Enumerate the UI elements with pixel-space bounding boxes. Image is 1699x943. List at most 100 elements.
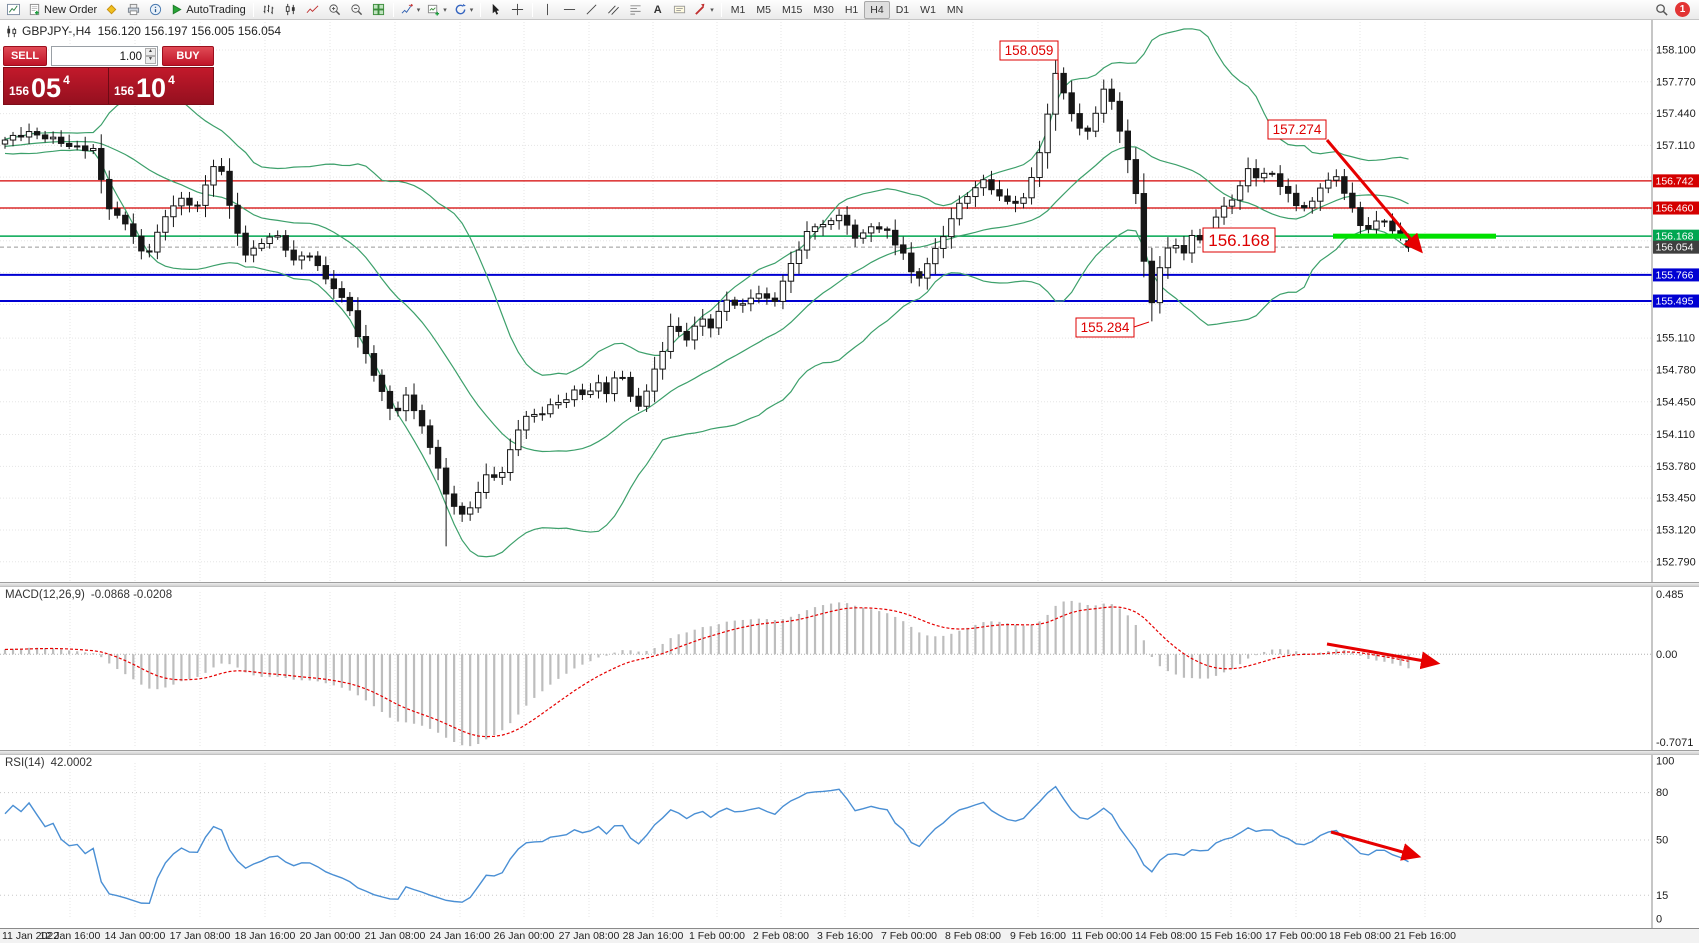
info-button[interactable] bbox=[145, 1, 166, 19]
price-callout[interactable] bbox=[999, 40, 1059, 61]
autotrading-button[interactable]: AutoTrading bbox=[167, 1, 249, 19]
time-axis-label: 21 Feb 16:00 bbox=[1394, 930, 1456, 942]
trend-arrow-object[interactable] bbox=[1325, 139, 1423, 254]
macd-axis-label: -0.7071 bbox=[1656, 737, 1693, 749]
candle bbox=[1156, 267, 1164, 304]
new-order-icon bbox=[28, 3, 41, 16]
label-tool-button[interactable] bbox=[669, 1, 690, 19]
timeframe-button-h4[interactable]: H4 bbox=[864, 0, 890, 19]
candle bbox=[1276, 173, 1284, 187]
price-axis-label: 157.770 bbox=[1656, 76, 1696, 88]
new-chart-button[interactable]: ▾ bbox=[424, 1, 450, 19]
candle bbox=[603, 382, 610, 395]
timeframe-button-m30[interactable]: M30 bbox=[813, 3, 834, 16]
candle bbox=[106, 178, 113, 210]
candle bbox=[1012, 200, 1019, 204]
horizontal-line-button[interactable] bbox=[559, 1, 580, 19]
candle bbox=[635, 395, 642, 407]
price-axis[interactable] bbox=[1653, 20, 1699, 928]
macd-panel[interactable] bbox=[0, 587, 1652, 750]
market-button[interactable] bbox=[101, 1, 122, 19]
bollinger-upper-band bbox=[4, 28, 1409, 376]
sell-price-display[interactable]: 156 05 4 bbox=[4, 68, 108, 104]
candle bbox=[9, 134, 17, 141]
candle bbox=[627, 376, 634, 397]
candle bbox=[723, 299, 730, 312]
price-callout[interactable] bbox=[1075, 317, 1135, 338]
arrows-tool-button[interactable]: ▾ bbox=[691, 1, 717, 19]
chart-background bbox=[0, 20, 1699, 943]
fibonacci-button[interactable] bbox=[625, 1, 646, 19]
bar-chart-button[interactable] bbox=[258, 1, 279, 19]
buy-button[interactable]: BUY bbox=[162, 46, 214, 66]
price-axis-label: 158.100 bbox=[1656, 44, 1696, 56]
candle bbox=[1341, 176, 1348, 194]
candle bbox=[394, 407, 402, 412]
volume-increase-button[interactable]: ▲ bbox=[145, 48, 156, 56]
timeframe-button-h1[interactable]: H1 bbox=[844, 3, 859, 16]
candlestick-chart-button[interactable] bbox=[280, 1, 301, 19]
vertical-line-button[interactable] bbox=[537, 1, 558, 19]
timeframe-button-m1[interactable]: M1 bbox=[730, 3, 746, 16]
profiles-button[interactable]: ▾ bbox=[451, 1, 477, 19]
volume-decrease-button[interactable]: ▼ bbox=[145, 56, 156, 64]
timeframe-button-m5[interactable]: M5 bbox=[756, 3, 771, 16]
timeframe-button-m15[interactable]: M15 bbox=[781, 3, 803, 16]
notification-badge[interactable]: 1 bbox=[1675, 2, 1690, 17]
cursor-button[interactable] bbox=[485, 1, 506, 19]
new-order-button[interactable]: New Order bbox=[25, 1, 100, 19]
trend-arrow-object[interactable] bbox=[1326, 642, 1441, 670]
price-tag-label: 156.054 bbox=[1656, 242, 1694, 254]
candle bbox=[1108, 88, 1115, 102]
trend-arrow-object[interactable] bbox=[1330, 830, 1422, 861]
autotrading-label: AutoTrading bbox=[186, 3, 246, 16]
line-chart-button[interactable] bbox=[302, 1, 323, 19]
candle bbox=[900, 244, 907, 254]
buy-price-prefix: 156 bbox=[114, 84, 135, 98]
candle bbox=[1365, 225, 1372, 230]
zoom-out-icon bbox=[350, 3, 363, 16]
candle bbox=[17, 134, 25, 138]
trendline-button[interactable] bbox=[581, 1, 602, 19]
indicators-button[interactable]: ▾ bbox=[398, 1, 424, 19]
tile-windows-button[interactable] bbox=[368, 1, 389, 19]
price-callout[interactable] bbox=[1267, 119, 1327, 140]
price-callout[interactable] bbox=[1202, 227, 1276, 253]
highlight-line-object[interactable] bbox=[1333, 233, 1496, 239]
timeframe-button-mn[interactable]: MN bbox=[946, 3, 964, 16]
rsi-panel[interactable] bbox=[0, 755, 1652, 928]
candle bbox=[218, 166, 225, 172]
crosshair-button[interactable] bbox=[507, 1, 528, 19]
candle bbox=[867, 226, 875, 234]
time-axis-label: 27 Jan 08:00 bbox=[558, 930, 620, 942]
time-axis-label: 24 Jan 16:00 bbox=[429, 930, 491, 942]
candle bbox=[130, 223, 137, 237]
chart-window-icon bbox=[7, 3, 20, 16]
channel-button[interactable] bbox=[603, 1, 624, 19]
candle bbox=[466, 507, 474, 515]
price-tag bbox=[1653, 201, 1699, 215]
candle bbox=[1325, 179, 1332, 189]
panel-splitter[interactable] bbox=[0, 582, 1699, 587]
chart-window-button[interactable] bbox=[3, 1, 24, 19]
candle bbox=[170, 205, 177, 218]
buy-price-display[interactable]: 156 10 4 bbox=[108, 68, 213, 104]
candle bbox=[539, 413, 546, 416]
timeframe-button-d1[interactable]: D1 bbox=[895, 3, 910, 16]
price-axis-label: 154.110 bbox=[1656, 429, 1695, 441]
sell-button[interactable]: SELL bbox=[3, 46, 47, 66]
text-tool-button[interactable]: A bbox=[647, 1, 668, 19]
candle bbox=[1164, 247, 1172, 269]
zoom-out-button[interactable] bbox=[346, 1, 367, 19]
search-button[interactable] bbox=[1651, 1, 1672, 19]
panel-splitter[interactable] bbox=[0, 750, 1699, 755]
time-axis[interactable]: 11 Jan 2022 12 Jan 16:00 14 Jan 00:00 17 Ja… bbox=[0, 928, 1699, 943]
price-tag bbox=[1653, 240, 1699, 254]
volume-input[interactable] bbox=[52, 48, 157, 66]
zoom-in-button[interactable] bbox=[324, 1, 345, 19]
timeframe-button-w1[interactable]: W1 bbox=[920, 3, 936, 16]
print-button[interactable] bbox=[123, 1, 144, 19]
tile-windows-icon bbox=[372, 3, 385, 16]
cursor-icon bbox=[489, 3, 502, 16]
